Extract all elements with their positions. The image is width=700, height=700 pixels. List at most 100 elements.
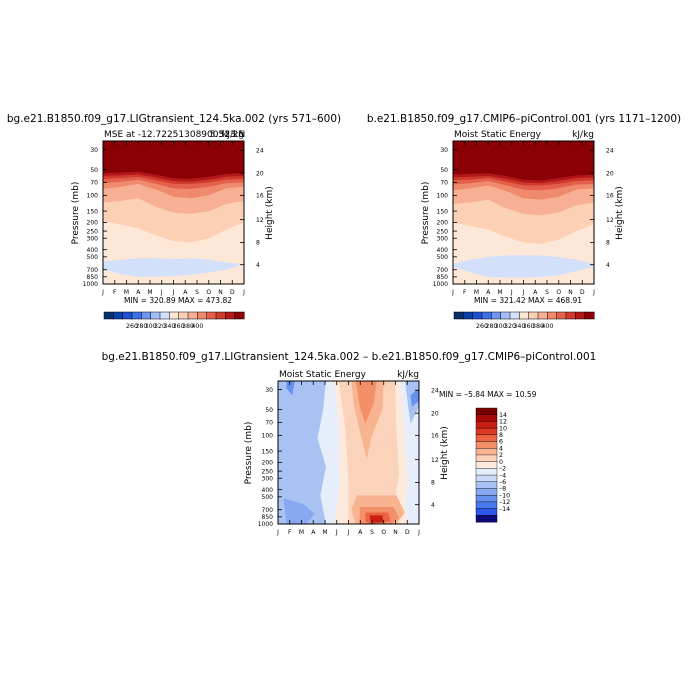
y-tick-label: 500 [437,254,449,261]
y-tick-label: 400 [87,247,99,254]
y-right-tick-label: 4 [431,502,435,509]
panel-3-subtitle-right: kJ/kg [397,370,419,380]
colorbar-swatch [509,311,520,320]
y-tick-label: 850 [262,514,274,521]
colorbar-swatch [481,311,492,320]
colorbar-swatch [475,448,498,456]
colorbar-swatch [215,311,226,320]
colorbar-swatch [475,494,498,503]
y-right-tick-label: 12 [431,457,439,464]
y-tick-label: 150 [437,208,449,215]
colorbar-swatch [500,311,511,320]
x-tick-label: M [474,289,479,296]
colorbar-label: 0 [499,459,503,466]
panel-1-title: bg.e21.B1850.f09_g17.LIGtransient_124.5k… [7,113,341,125]
x-tick-label: A [358,529,363,536]
y-tick-label: 500 [262,494,274,501]
x-tick-label: M [322,529,327,536]
panel-2-ylabel-right: Height (km) [615,186,625,240]
colorbar-swatch [475,427,498,436]
colorbar-swatch [475,434,498,443]
y-right-tick-label: 8 [256,240,260,247]
colorbar-swatch [187,311,198,320]
y-tick-label: 400 [262,487,274,494]
y-tick-label: 250 [437,228,449,235]
colorbar-swatch [475,421,498,429]
colorbar-swatch [528,311,539,320]
y-tick-label: 1000 [83,281,98,288]
y-tick-label: 250 [87,228,99,235]
colorbar-label: 14 [499,412,507,419]
y-tick-label: 200 [437,220,449,227]
x-tick-label: J [417,529,420,536]
y-right-tick-label: 12 [606,217,614,224]
contour-band [453,141,594,181]
colorbar-label: –6 [499,479,506,486]
y-tick-label: 150 [87,208,99,215]
panel-1-subtitle-overlap: 5.31.25 [210,130,244,140]
contour-region [338,381,400,524]
colorbar-swatch [122,311,133,320]
y-tick-label: 50 [440,167,448,174]
x-tick-label: O [206,289,211,296]
x-tick-label: N [568,289,573,296]
x-tick-label: J [592,289,595,296]
panel-2-subtitle-left: Moist Static Energy [454,130,542,140]
x-tick-label: A [183,289,188,296]
x-tick-label: S [370,529,374,536]
colorbar-label: –14 [499,506,510,513]
y-tick-label: 400 [437,247,449,254]
colorbar-label: 300 [145,323,157,330]
contour-region [278,381,326,524]
x-tick-label: J [160,289,163,296]
colorbar-swatch [159,311,170,320]
panel-1-axes: J F M A M J J A S O N D J305070100150200250300400500… [83,141,264,296]
colorbar-swatch [475,501,498,510]
x-tick-label: S [545,289,549,296]
panel-1-ylabel: Pressure (mb) [71,182,81,245]
panel-2: b.e21.B1850.f09_g17.CMIP6–piControl.001 … [367,113,681,330]
panel-3-axes: J F M A M J J A S O N D J305070100150200250300400500… [258,381,439,536]
contour-band [103,258,244,277]
x-tick-label: F [113,289,117,296]
x-tick-label: A [486,289,491,296]
colorbar-label: –4 [499,472,506,479]
y-right-tick-label: 24 [256,147,264,154]
colorbar-swatch [475,474,498,483]
panel-3-title: bg.e21.B1850.f09_g17.LIGtransient_124.5k… [102,351,597,363]
colorbar-label: 400 [541,323,553,330]
x-tick-label: D [405,529,410,536]
colorbar-label: 12 [499,419,507,426]
contour-region [286,381,295,396]
colorbar-label: 4 [499,445,503,452]
y-tick-label: 30 [440,147,448,154]
panel-2-contour-field [453,141,594,284]
y-tick-label: 150 [262,448,274,455]
y-right-tick-label: 4 [256,262,260,269]
x-tick-label: J [451,289,454,296]
x-tick-label: J [347,529,350,536]
colorbar-label: 380 [532,323,544,330]
x-tick-label: F [463,289,467,296]
panel-3-subtitle-left: Moist Static Energy [279,370,367,380]
colorbar-label: –12 [499,499,510,506]
colorbar-label: 360 [523,323,535,330]
colorbar-swatch [234,311,245,320]
y-right-tick-label: 20 [256,170,264,177]
y-tick-label: 700 [262,507,274,514]
panel-1-stats: MIN = 320.89 MAX = 473.82 [124,296,232,305]
colorbar-swatch [575,311,586,320]
y-right-tick-label: 12 [256,217,264,224]
colorbar-swatch [141,311,152,320]
colorbar-label: 260 [476,323,488,330]
y-tick-label: 200 [262,460,274,467]
panel-1-contour-field [103,141,244,284]
x-tick-label: J [335,529,338,536]
y-right-tick-label: 20 [606,170,614,177]
y-tick-label: 500 [87,254,99,261]
x-tick-label: A [311,529,316,536]
x-tick-label: F [288,529,292,536]
colorbar-label: 340 [163,323,175,330]
x-tick-label: J [172,289,175,296]
